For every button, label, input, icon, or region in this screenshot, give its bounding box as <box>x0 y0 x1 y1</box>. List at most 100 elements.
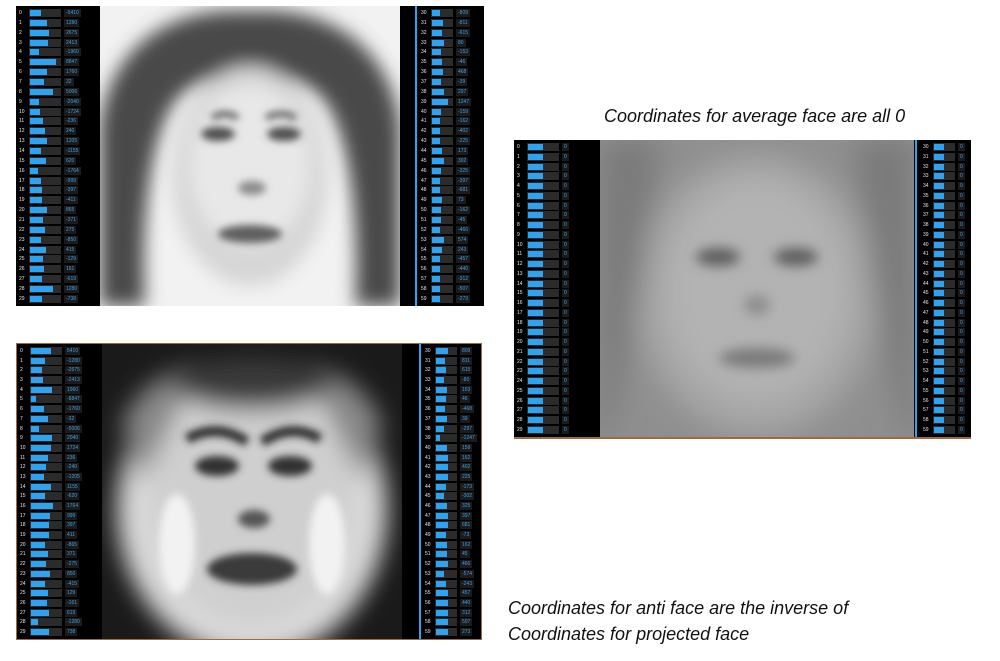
slider-track[interactable] <box>435 540 457 549</box>
slider-row[interactable]: 17 -999 <box>19 176 91 185</box>
slider-track[interactable] <box>527 269 559 278</box>
slider-row[interactable]: 9 2040 <box>20 434 92 443</box>
slider-track[interactable] <box>527 318 559 327</box>
slider-track[interactable] <box>527 172 559 181</box>
slider-row[interactable]: 44 -173 <box>425 482 481 491</box>
slider-row[interactable]: 42 -402 <box>421 127 483 136</box>
slider-track[interactable] <box>527 230 559 239</box>
slider-track[interactable] <box>435 502 457 510</box>
slider-track[interactable] <box>527 191 559 200</box>
slider-row[interactable]: 51 -45 <box>421 216 483 225</box>
slider-track[interactable] <box>527 201 559 210</box>
slider-track[interactable] <box>29 107 61 116</box>
slider-row[interactable]: 26 161 <box>19 265 91 274</box>
slider-row[interactable]: 56 0 <box>923 396 969 405</box>
slider-track[interactable] <box>29 206 61 215</box>
slider-track[interactable] <box>527 152 559 161</box>
slider-row[interactable]: 43 0 <box>923 269 969 278</box>
slider-row[interactable]: 36 -468 <box>425 405 481 414</box>
slider-row[interactable]: 25 0 <box>517 386 593 395</box>
slider-track[interactable] <box>431 235 453 244</box>
slider-row[interactable]: 3 -2413 <box>20 376 92 385</box>
slider-track[interactable] <box>30 540 62 549</box>
slider-row[interactable]: 14 -1155 <box>19 147 91 156</box>
slider-track[interactable] <box>29 166 61 175</box>
slider-row[interactable]: 52 0 <box>923 357 969 366</box>
slider-track[interactable] <box>29 58 61 67</box>
slider-track[interactable] <box>435 356 457 365</box>
slider-track[interactable] <box>431 186 453 195</box>
slider-track[interactable] <box>431 68 453 77</box>
slider-row[interactable]: 32 -615 <box>421 28 483 37</box>
slider-track[interactable] <box>527 347 559 356</box>
slider-row[interactable]: 54 -243 <box>425 579 481 588</box>
slider-track[interactable] <box>527 357 559 366</box>
slider-track[interactable] <box>933 318 955 327</box>
slider-track[interactable] <box>30 482 62 491</box>
slider-row[interactable]: 50 -162 <box>421 206 483 215</box>
slider-track[interactable] <box>30 424 62 433</box>
slider-track[interactable] <box>29 28 61 37</box>
slider-row[interactable]: 59 -273 <box>421 294 483 303</box>
slider-row[interactable]: 57 0 <box>923 406 969 415</box>
slider-row[interactable]: 54 243 <box>421 245 483 254</box>
slider-track[interactable] <box>431 38 453 47</box>
slider-row[interactable]: 57 -312 <box>421 275 483 284</box>
slider-row[interactable]: 21 371 <box>20 550 92 559</box>
slider-track[interactable] <box>30 511 62 520</box>
slider-track[interactable] <box>29 235 61 244</box>
slider-track[interactable] <box>30 443 62 452</box>
slider-row[interactable]: 7 -32 <box>20 414 92 423</box>
slider-row[interactable]: 34 153 <box>425 385 481 394</box>
slider-track[interactable] <box>30 618 62 627</box>
slider-row[interactable]: 5 8847 <box>19 58 91 67</box>
slider-row[interactable]: 0 5410 <box>20 347 92 355</box>
slider-track[interactable] <box>29 87 61 96</box>
slider-row[interactable]: 40 -159 <box>421 107 483 116</box>
slider-track[interactable] <box>29 127 61 136</box>
slider-track[interactable] <box>431 294 453 303</box>
slider-track[interactable] <box>29 156 61 165</box>
slider-track[interactable] <box>435 472 457 481</box>
slider-track[interactable] <box>29 216 61 225</box>
slider-row[interactable]: 29 0 <box>517 425 593 434</box>
slider-track[interactable] <box>30 608 62 617</box>
slider-row[interactable]: 9 -2040 <box>19 97 91 106</box>
slider-track[interactable] <box>435 608 457 617</box>
slider-row[interactable]: 14 0 <box>517 279 593 288</box>
slider-track[interactable] <box>933 289 955 298</box>
slider-track[interactable] <box>431 78 453 87</box>
slider-track[interactable] <box>30 569 62 578</box>
slider-row[interactable]: 13 1205 <box>19 137 91 146</box>
slider-track[interactable] <box>435 589 457 598</box>
slider-track[interactable] <box>933 250 955 259</box>
slider-row[interactable]: 24 0 <box>517 377 593 385</box>
slider-row[interactable]: 36 468 <box>421 68 483 77</box>
slider-row[interactable]: 41 0 <box>923 250 969 259</box>
slider-row[interactable]: 47 397 <box>425 511 481 520</box>
slider-row[interactable]: 1 1280 <box>19 18 91 27</box>
slider-row[interactable]: 17 999 <box>20 511 92 520</box>
slider-track[interactable] <box>30 550 62 559</box>
slider-row[interactable]: 54 0 <box>923 377 969 385</box>
slider-row[interactable]: 17 0 <box>517 308 593 317</box>
slider-track[interactable] <box>933 308 955 317</box>
slider-track[interactable] <box>435 482 457 491</box>
slider-row[interactable]: 48 -681 <box>421 186 483 195</box>
slider-track[interactable] <box>29 294 61 303</box>
slider-track[interactable] <box>527 396 559 405</box>
slider-row[interactable]: 59 0 <box>923 425 969 434</box>
slider-track[interactable] <box>933 172 955 181</box>
slider-track[interactable] <box>435 424 457 433</box>
slider-row[interactable]: 20 -865 <box>20 540 92 549</box>
slider-row[interactable]: 20 0 <box>517 338 593 346</box>
slider-track[interactable] <box>431 196 453 205</box>
slider-track[interactable] <box>527 299 559 307</box>
slider-row[interactable]: 25 129 <box>20 589 92 598</box>
slider-row[interactable]: 51 0 <box>923 347 969 356</box>
slider-row[interactable]: 55 -457 <box>421 255 483 264</box>
slider-track[interactable] <box>527 377 559 385</box>
slider-track[interactable] <box>431 58 453 67</box>
slider-row[interactable]: 31 -811 <box>421 18 483 27</box>
